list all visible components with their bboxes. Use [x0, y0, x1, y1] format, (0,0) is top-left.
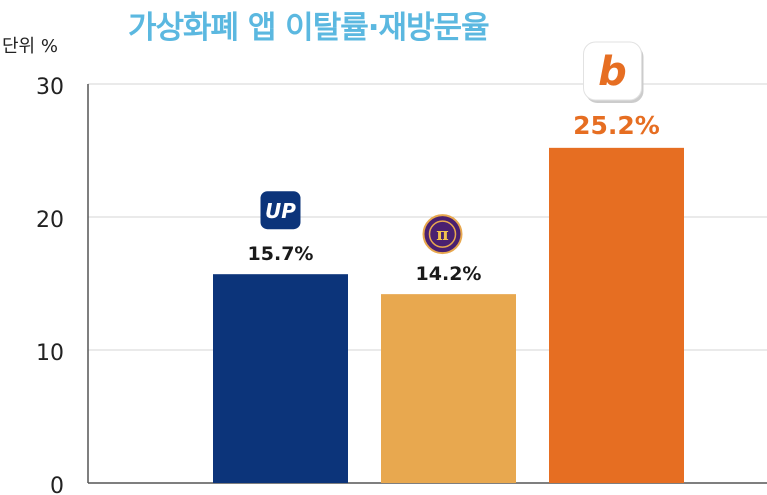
data-label: 15.7%: [248, 243, 314, 265]
y-tick-label: 0: [50, 474, 64, 495]
y-tick-label: 20: [36, 208, 64, 233]
pi-network-logo-icon: π: [422, 214, 463, 255]
svg-text:b: b: [598, 49, 627, 95]
data-label: 14.2%: [416, 263, 482, 285]
upbit-logo-icon: UP: [260, 191, 301, 230]
y-tick-label: 10: [36, 341, 64, 366]
unit-label: 단위 %: [2, 36, 58, 57]
svg-text:UP: UP: [265, 199, 296, 223]
svg-text:π: π: [436, 225, 448, 245]
data-labels: 15.7% 14.2% 25.2%: [248, 111, 660, 285]
chart-title: 가상화폐 앱 이탈률·재방문율: [128, 10, 490, 46]
bar: [213, 274, 348, 483]
bars: [213, 147, 684, 483]
logos: UP π b: [260, 41, 644, 255]
bar: [549, 147, 684, 483]
y-tick-label: 30: [36, 75, 64, 100]
bithumb-logo-icon: b: [583, 41, 644, 103]
data-label: 25.2%: [573, 111, 660, 140]
bar: [381, 294, 516, 483]
